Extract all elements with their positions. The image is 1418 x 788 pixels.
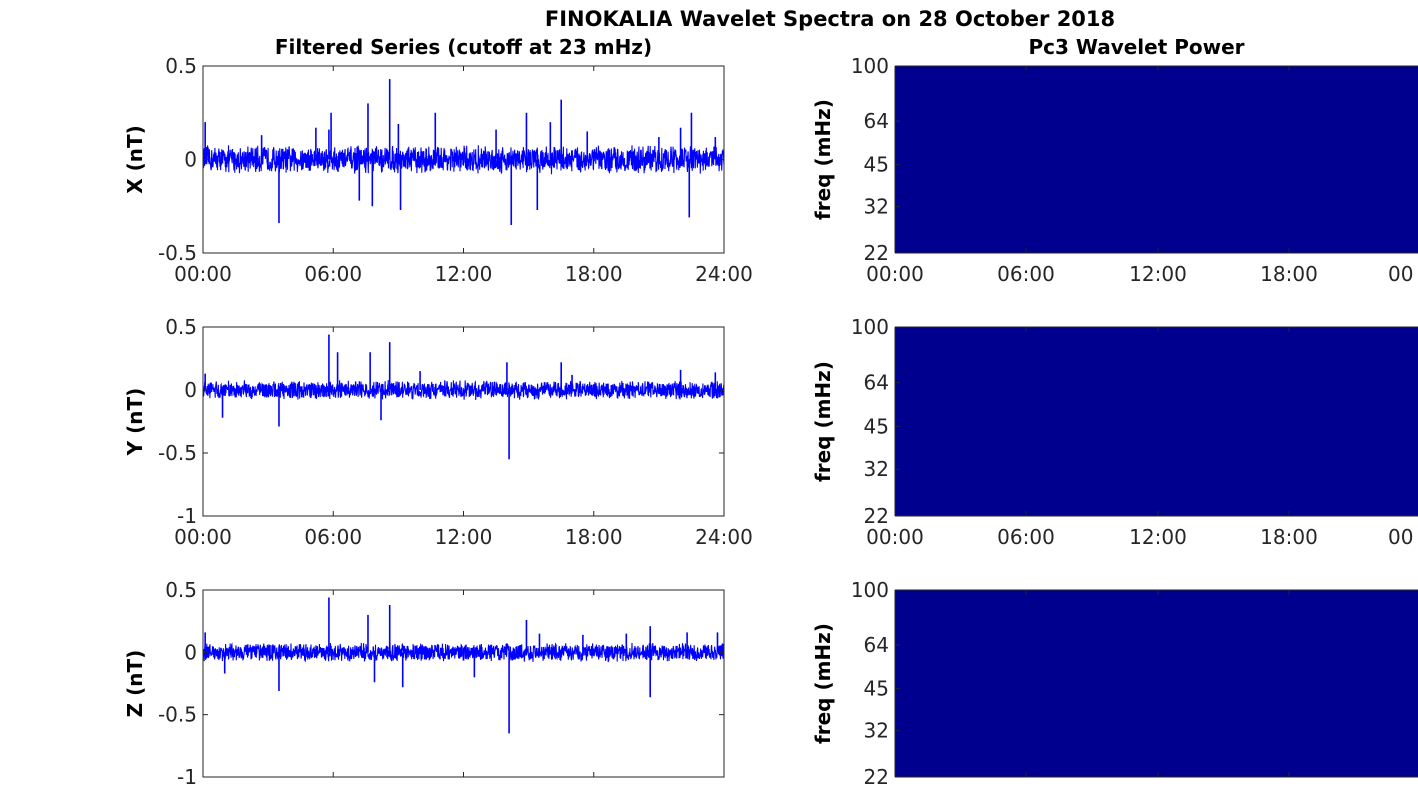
x-tick-label: 24:00	[695, 262, 753, 286]
y-tick-label: 22	[864, 504, 889, 528]
panel-2: Y (nT) -1 -0.5 0 0.5 00:00 06:00 12:00 18:00 24:0…	[123, 315, 753, 549]
y-tick-label: 0	[184, 148, 197, 172]
y-tick-label: 0.5	[165, 54, 197, 78]
figure-title: FINOKALIA Wavelet Spectra on 28 October …	[545, 7, 1115, 31]
y-axis-label: Y (nT)	[123, 388, 147, 457]
x-tick-label: 06:00	[997, 525, 1055, 549]
axes-box	[202, 589, 725, 778]
panel-title: Pc3 Wavelet Power	[1028, 35, 1244, 59]
x-tick-label: 00	[1388, 262, 1413, 286]
y-axis-label: freq (mHz)	[811, 623, 835, 744]
x-tick-label: 06:00	[304, 262, 362, 286]
y-axis-label: freq (mHz)	[811, 361, 835, 482]
y-tick-label: 100	[851, 578, 889, 602]
x-tick-label: 18:00	[1260, 525, 1318, 549]
y-tick-label: 64	[864, 371, 889, 395]
x-tick-label: 18:00	[565, 525, 623, 549]
y-tick-label: 100	[851, 315, 889, 339]
x-tick-label: 00:00	[866, 262, 924, 286]
wavelet-power-image	[895, 66, 1418, 253]
y-tick-label: 64	[864, 633, 889, 657]
wavelet-power-image	[895, 590, 1418, 777]
series-line	[203, 145, 724, 175]
x-tick-label: 00:00	[174, 262, 232, 286]
y-tick-label: 22	[864, 765, 889, 788]
x-tick-label: 06:00	[997, 262, 1055, 286]
x-tick-label: 12:00	[1129, 525, 1187, 549]
x-tick-label: 00:00	[866, 525, 924, 549]
x-tick-label: 18:00	[565, 262, 623, 286]
y-tick-label: 0.5	[165, 578, 197, 602]
y-tick-label: 32	[864, 195, 889, 219]
x-tick-label: 00	[1388, 525, 1413, 549]
y-axis-label: Z (nT)	[123, 650, 147, 718]
y-tick-label: 45	[864, 153, 889, 177]
series-line	[203, 642, 724, 663]
panel-1: Filtered Series (cutoff at 23 mHz) X (nT)…	[123, 35, 753, 286]
y-tick-label: 64	[864, 109, 889, 133]
series-line	[203, 380, 724, 401]
y-axis-label: freq (mHz)	[811, 99, 835, 220]
panel-6: freq (mHz) 22 32 45 64 100	[811, 578, 1418, 788]
x-tick-label: 18:00	[1260, 262, 1318, 286]
x-tick-label: 12:00	[435, 525, 493, 549]
y-tick-label: -0.5	[158, 241, 197, 265]
y-tick-label: 32	[864, 457, 889, 481]
y-tick-label: 32	[864, 719, 889, 743]
y-tick-label: 100	[851, 54, 889, 78]
panel-4: Pc3 Wavelet Power freq (mHz) 22 32 45 64 100 00…	[811, 35, 1418, 286]
y-tick-label: 0.5	[165, 315, 197, 339]
y-tick-label: 45	[864, 677, 889, 701]
y-tick-label: -1	[177, 504, 197, 528]
y-tick-label: -0.5	[158, 441, 197, 465]
panel-5: freq (mHz) 22 32 45 64 100 00:00 06:00 12:00 18:0…	[811, 315, 1418, 549]
axes-box	[202, 326, 725, 517]
panel-title: Filtered Series (cutoff at 23 mHz)	[275, 35, 652, 59]
x-tick-label: 06:00	[304, 525, 362, 549]
x-tick-label: 12:00	[1129, 262, 1187, 286]
x-tick-label: 24:00	[695, 525, 753, 549]
wavelet-power-image	[895, 327, 1418, 516]
x-tick-label: 00:00	[174, 525, 232, 549]
y-axis-label: X (nT)	[123, 125, 147, 194]
y-tick-label: 0	[184, 378, 197, 402]
y-tick-label: 22	[864, 241, 889, 265]
y-tick-label: 0	[184, 640, 197, 664]
y-tick-label: 45	[864, 415, 889, 439]
panel-3: Z (nT) -1 -0.5 0 0.5	[123, 578, 725, 788]
y-tick-label: -0.5	[158, 703, 197, 727]
x-tick-label: 12:00	[435, 262, 493, 286]
y-tick-label: -1	[177, 765, 197, 788]
axes-box	[202, 65, 725, 254]
